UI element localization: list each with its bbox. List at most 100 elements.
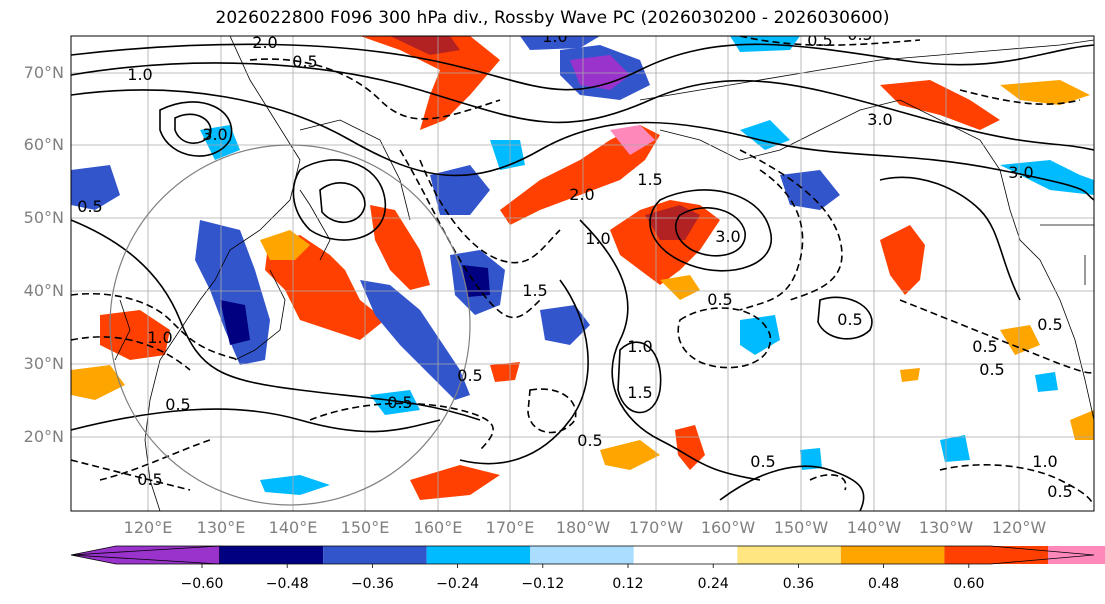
contour-solid bbox=[617, 341, 662, 414]
div-fill-positive bbox=[675, 425, 705, 470]
div-fill-negative bbox=[220, 300, 250, 345]
latitude-label: 30°N bbox=[23, 354, 64, 373]
colorbar-segment bbox=[323, 546, 427, 564]
contour-lines bbox=[71, 36, 1094, 511]
div-fill-positive bbox=[600, 440, 660, 470]
contour-label: 0.5 bbox=[707, 290, 732, 309]
contour-dashed bbox=[527, 388, 577, 434]
contour-solid bbox=[675, 207, 746, 257]
div-fill-negative bbox=[260, 475, 330, 495]
contour-label: 0.5 bbox=[77, 197, 102, 216]
contour-dashed bbox=[677, 307, 771, 369]
div-fill-negative bbox=[462, 265, 490, 297]
contour-label: 2.0 bbox=[569, 185, 594, 204]
coastline bbox=[299, 119, 411, 221]
contour-label: 0.5 bbox=[750, 452, 775, 471]
div-fill-negative bbox=[360, 280, 470, 400]
contour-dashed bbox=[71, 292, 241, 361]
contour-label: 0.5 bbox=[847, 25, 872, 44]
longitude-label: 140°W bbox=[846, 518, 902, 537]
longitude-label: 180°W bbox=[555, 518, 611, 537]
great-circle-arcs bbox=[109, 144, 471, 506]
divergence-shading bbox=[71, 36, 1094, 500]
latitude-label: 50°N bbox=[23, 208, 64, 227]
longitude-label: 120°E bbox=[123, 518, 173, 537]
coastline bbox=[659, 99, 1094, 421]
contour-label: 0.5 bbox=[1047, 482, 1072, 501]
map-title: 2026022800 F096 300 hPa div., Rossby Wav… bbox=[215, 8, 890, 28]
colorbar-segment bbox=[1048, 546, 1105, 564]
coastline bbox=[114, 299, 131, 361]
contour-label: 1.0 bbox=[1032, 452, 1057, 471]
contour-solid bbox=[71, 43, 1094, 91]
longitude-label: 130°E bbox=[196, 518, 246, 537]
contour-solid bbox=[174, 113, 212, 144]
contour-label: 3.0 bbox=[202, 125, 227, 144]
colorbar-segment bbox=[840, 546, 945, 564]
contour-solid bbox=[319, 181, 366, 224]
colorbar-segment bbox=[737, 546, 841, 564]
contour-label: 0.5 bbox=[387, 393, 412, 412]
contour-label: 0.5 bbox=[1037, 315, 1062, 334]
contour-solid bbox=[71, 89, 1094, 201]
coastline bbox=[144, 36, 301, 511]
contour-solid bbox=[71, 219, 481, 421]
contour-label: 1.0 bbox=[147, 328, 172, 347]
contour-dashed bbox=[739, 149, 843, 301]
contour-label: 3.0 bbox=[715, 227, 740, 246]
div-fill-positive bbox=[390, 36, 460, 55]
div-fill-positive bbox=[410, 465, 500, 500]
contour-label: 0.5 bbox=[165, 395, 190, 414]
div-fill-positive bbox=[880, 225, 925, 295]
contour-dashed bbox=[739, 169, 804, 311]
longitude-label: 150°W bbox=[773, 518, 829, 537]
div-fill-positive bbox=[260, 230, 310, 260]
colorbar-tick-label: −0.48 bbox=[265, 576, 309, 592]
contour-solid bbox=[292, 159, 386, 241]
contour-solid bbox=[579, 219, 761, 481]
longitude-label: 160°E bbox=[413, 518, 463, 537]
contour-solid bbox=[817, 296, 873, 340]
contour-label: 1.0 bbox=[127, 65, 152, 84]
colorbar-segment bbox=[530, 546, 634, 564]
contour-label: 0.5 bbox=[837, 310, 862, 329]
contour-dashed bbox=[399, 149, 541, 319]
contour-label: 0.5 bbox=[979, 360, 1004, 379]
div-fill-positive bbox=[880, 80, 1000, 130]
colorbar-tick-label: −0.12 bbox=[521, 576, 565, 592]
contour-solid bbox=[879, 176, 1021, 301]
contour-label: 0.5 bbox=[807, 31, 832, 50]
colorbar-tick-label: −0.60 bbox=[180, 576, 224, 592]
contour-label: 0.5 bbox=[137, 470, 162, 489]
coastline bbox=[234, 269, 286, 361]
div-fill-positive bbox=[360, 36, 500, 130]
colorbar-tick-label: −0.24 bbox=[436, 576, 480, 592]
colorbar-segment bbox=[944, 546, 1048, 564]
contour-dashed bbox=[809, 474, 847, 491]
div-fill-positive bbox=[1000, 325, 1040, 355]
div-fill-positive bbox=[370, 205, 430, 290]
longitude-label: 150°E bbox=[340, 518, 390, 537]
longitude-label: 130°W bbox=[918, 518, 974, 537]
div-fill-negative bbox=[540, 305, 590, 345]
colorbar-tick-label: 0.36 bbox=[782, 576, 814, 592]
longitude-label: 140°E bbox=[268, 518, 318, 537]
contour-dashed bbox=[959, 89, 1081, 105]
colorbar-segment bbox=[426, 546, 531, 564]
contour-solid bbox=[71, 62, 1094, 151]
div-fill-positive bbox=[300, 270, 350, 320]
latitude-label: 60°N bbox=[23, 135, 64, 154]
contour-dashed bbox=[99, 439, 211, 481]
contour-solid bbox=[719, 465, 865, 511]
div-fill-negative bbox=[195, 220, 270, 365]
colorbar-tick-label: 0.48 bbox=[868, 576, 900, 592]
contour-solid bbox=[159, 101, 233, 157]
div-fill-negative bbox=[740, 120, 790, 150]
longitude-label: 160°W bbox=[700, 518, 756, 537]
contour-dashed bbox=[419, 159, 561, 264]
colorbar-segment bbox=[633, 546, 738, 564]
contour-label: 1.5 bbox=[637, 170, 662, 189]
contour-label: 1.0 bbox=[627, 337, 652, 356]
graticule bbox=[71, 36, 1094, 511]
